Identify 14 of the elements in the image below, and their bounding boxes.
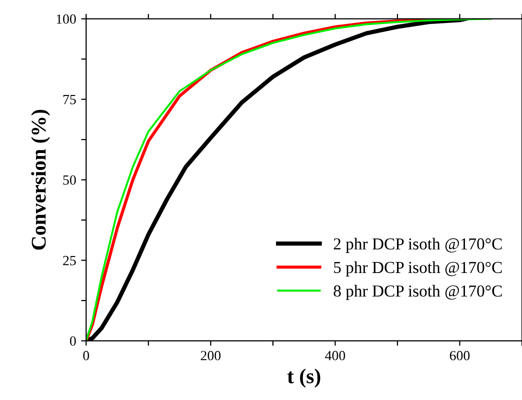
x-tick-label: 600 (450, 350, 470, 360)
legend-label: 2 phr DCP isoth @170°C (334, 238, 502, 253)
legend-label: 8 phr DCP isoth @170°C (334, 284, 502, 300)
x-tick-label: 0 (83, 350, 90, 360)
y-tick-label: 50 (63, 175, 76, 185)
x-tick-label: 200 (200, 350, 221, 360)
y-tick-label: 100 (56, 14, 76, 24)
x-axis-title: t (s) (287, 368, 320, 388)
x-tick-label: 400 (325, 350, 346, 360)
y-axis-title: Conversion (%) (31, 110, 50, 250)
legend-label: 5 phr DCP isoth @170°C (334, 261, 502, 276)
y-tick-label: 25 (63, 256, 76, 266)
y-tick-label: 75 (63, 95, 76, 104)
y-tick-label: 0 (70, 336, 76, 346)
